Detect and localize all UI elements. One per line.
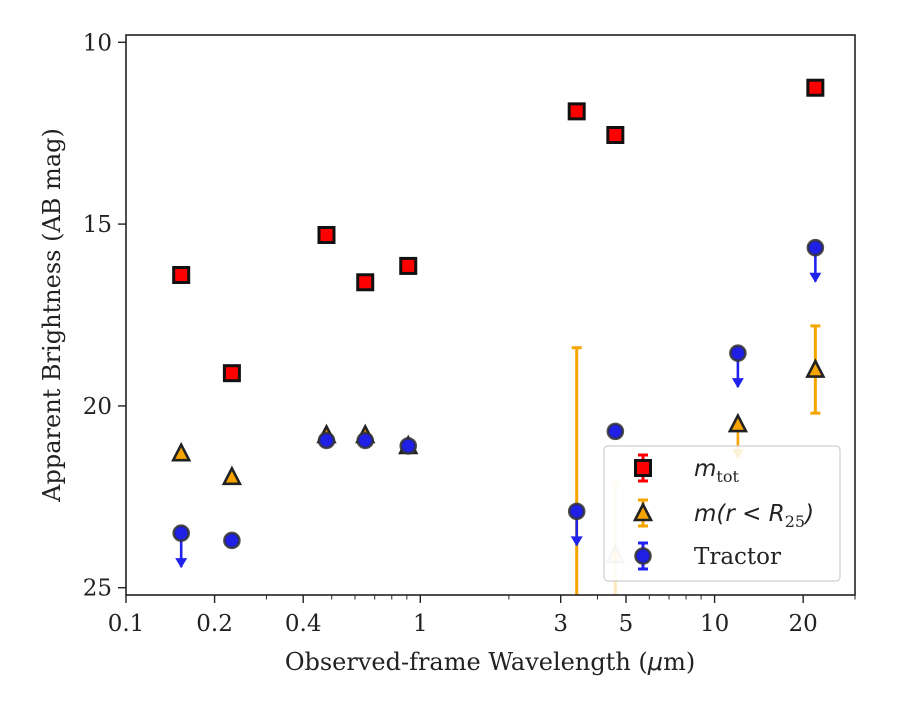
circle-marker [606, 422, 625, 441]
legend-label: Tractor [694, 544, 781, 570]
upper-limit-arrowhead [175, 558, 188, 569]
legend-box [603, 445, 841, 582]
circle-marker [399, 437, 418, 455]
axes: 0.1 0.2 0.4 1 3 5 10 20 10 15 20 25 [83, 30, 856, 637]
y-tick-label: 25 [83, 576, 112, 602]
x-tick-label: 20 [789, 611, 818, 637]
y-tick-label: 20 [83, 394, 112, 420]
square-marker [806, 78, 825, 97]
triangle-marker [171, 441, 192, 462]
square-marker [222, 364, 241, 383]
upper-limit-arrowhead [731, 378, 744, 389]
x-tick-label: 1 [413, 611, 428, 637]
y-axis-label: Apparent Brightness (AB mag) [38, 128, 66, 503]
legend: mtot m(r < R25) Tractor [603, 445, 841, 582]
square-marker [567, 102, 586, 121]
series-circle [172, 238, 825, 569]
x-tick-label: 0.1 [108, 611, 145, 637]
legend-entry: Tractor [634, 541, 781, 571]
x-tick-label: 5 [619, 611, 634, 637]
x-tick-label: 0.2 [196, 611, 233, 637]
upper-limit-arrowhead [570, 536, 583, 547]
triangle-marker [221, 465, 243, 486]
circle-marker [172, 524, 190, 542]
y-tick-label: 15 [83, 212, 112, 238]
x-tick-label: 3 [553, 611, 568, 637]
triangle-marker [632, 501, 654, 522]
x-axis-label: Observed-frame Wavelength (μm) [285, 648, 695, 676]
square-marker [606, 126, 625, 144]
circle-marker [729, 344, 747, 362]
upper-limit-arrowhead [809, 272, 822, 283]
triangle-marker [805, 358, 826, 378]
circle-marker [634, 547, 652, 565]
legend-entry: mtot [634, 453, 739, 486]
legend-label: m(r < R25) [694, 501, 814, 531]
square-marker [399, 256, 418, 275]
square-marker [356, 273, 375, 292]
circle-marker [356, 431, 375, 450]
y-tick-label: 10 [83, 30, 112, 56]
circle-marker [317, 431, 336, 450]
series-square [172, 78, 825, 383]
circle-marker [223, 531, 241, 550]
legend-label: mtot [694, 456, 739, 486]
square-marker [172, 266, 191, 284]
triangle-marker [727, 412, 749, 433]
square-marker [317, 226, 336, 244]
circle-marker [567, 502, 586, 521]
legend-entry: m(r < R25) [632, 498, 814, 531]
x-tick-label: 10 [700, 611, 729, 637]
plot-frame [125, 34, 856, 596]
square-marker [634, 459, 652, 477]
circle-marker [806, 238, 825, 257]
x-tick-label: 0.4 [285, 611, 322, 637]
